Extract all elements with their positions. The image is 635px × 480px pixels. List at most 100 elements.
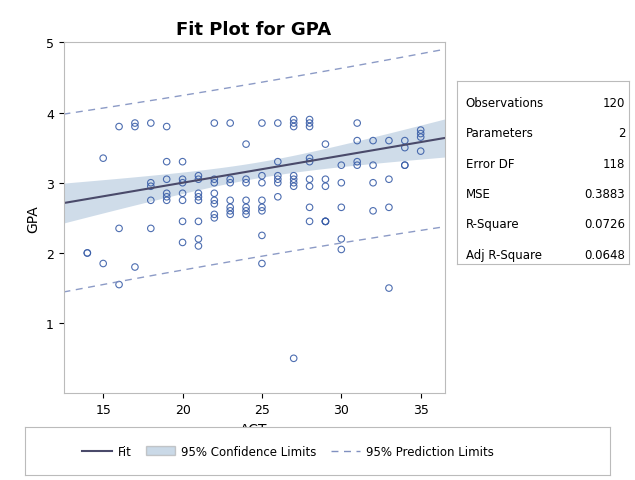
Point (400, 162, 410, 170)
Point (305, 204, 315, 212)
Point (415, 134, 425, 142)
Point (273, 158, 283, 166)
Point (241, 180, 251, 187)
Point (210, 190, 220, 198)
Point (288, 180, 298, 187)
Point (178, 190, 188, 198)
Point (305, 155, 315, 163)
Point (257, 204, 267, 212)
Point (288, 172, 298, 180)
Point (225, 211, 236, 219)
Point (225, 120, 236, 128)
Point (146, 183, 156, 191)
Point (368, 137, 378, 145)
Text: Observations: Observations (465, 96, 544, 109)
Point (337, 204, 347, 212)
Point (257, 172, 267, 180)
Point (257, 232, 267, 240)
Point (225, 180, 236, 187)
Point (210, 180, 220, 187)
Point (83, 250, 93, 257)
Point (257, 180, 267, 187)
Point (305, 176, 315, 184)
Text: 2: 2 (618, 127, 625, 140)
Point (273, 120, 283, 128)
Point (162, 158, 172, 166)
Point (225, 204, 236, 212)
Point (368, 180, 378, 187)
Point (288, 117, 298, 124)
Point (305, 123, 315, 131)
Point (162, 123, 172, 131)
Point (288, 120, 298, 128)
Point (337, 162, 347, 170)
Point (130, 123, 140, 131)
Point (320, 176, 330, 184)
Point (288, 183, 298, 191)
Point (146, 180, 156, 187)
Point (352, 158, 362, 166)
Point (273, 193, 283, 201)
Point (178, 180, 188, 187)
Point (337, 180, 347, 187)
Text: MSE: MSE (465, 188, 491, 201)
Y-axis label: GPA: GPA (26, 204, 40, 232)
Point (305, 218, 315, 226)
Point (210, 197, 220, 205)
Point (146, 225, 156, 233)
Point (305, 117, 315, 124)
Point (241, 197, 251, 205)
Point (210, 176, 220, 184)
Point (415, 131, 425, 138)
Point (384, 137, 394, 145)
Point (320, 218, 330, 226)
Point (305, 120, 315, 128)
Point (241, 211, 251, 219)
Point (368, 162, 378, 170)
Point (194, 218, 204, 226)
Point (210, 201, 220, 208)
Title: Fit Plot for GPA: Fit Plot for GPA (177, 21, 331, 39)
Point (178, 218, 188, 226)
Point (98, 155, 109, 163)
Point (162, 193, 172, 201)
Point (241, 207, 251, 215)
Point (337, 246, 347, 254)
Point (352, 137, 362, 145)
Point (178, 239, 188, 247)
Text: R-Square: R-Square (465, 218, 519, 231)
Point (194, 242, 204, 250)
Point (225, 197, 236, 205)
Point (400, 162, 410, 170)
Point (305, 183, 315, 191)
Text: Parameters: Parameters (465, 127, 533, 140)
Point (194, 176, 204, 184)
Point (114, 225, 124, 233)
Text: 118: 118 (603, 157, 625, 170)
Point (352, 120, 362, 128)
Point (273, 180, 283, 187)
Text: Error DF: Error DF (465, 157, 514, 170)
Point (257, 207, 267, 215)
Point (114, 281, 124, 289)
Point (241, 176, 251, 184)
Point (305, 158, 315, 166)
Point (162, 190, 172, 198)
Point (130, 264, 140, 271)
Point (194, 172, 204, 180)
Point (146, 197, 156, 205)
Point (415, 148, 425, 156)
Point (194, 190, 204, 198)
Point (257, 120, 267, 128)
Point (162, 197, 172, 205)
Point (178, 176, 188, 184)
Point (352, 162, 362, 170)
Point (210, 215, 220, 222)
Point (273, 172, 283, 180)
Point (320, 218, 330, 226)
Point (368, 207, 378, 215)
Point (225, 176, 236, 184)
Legend: Fit, 95% Confidence Limits, 95% Prediction Limits: Fit, 95% Confidence Limits, 95% Predicti… (77, 440, 499, 462)
Point (288, 355, 298, 362)
Point (257, 260, 267, 268)
